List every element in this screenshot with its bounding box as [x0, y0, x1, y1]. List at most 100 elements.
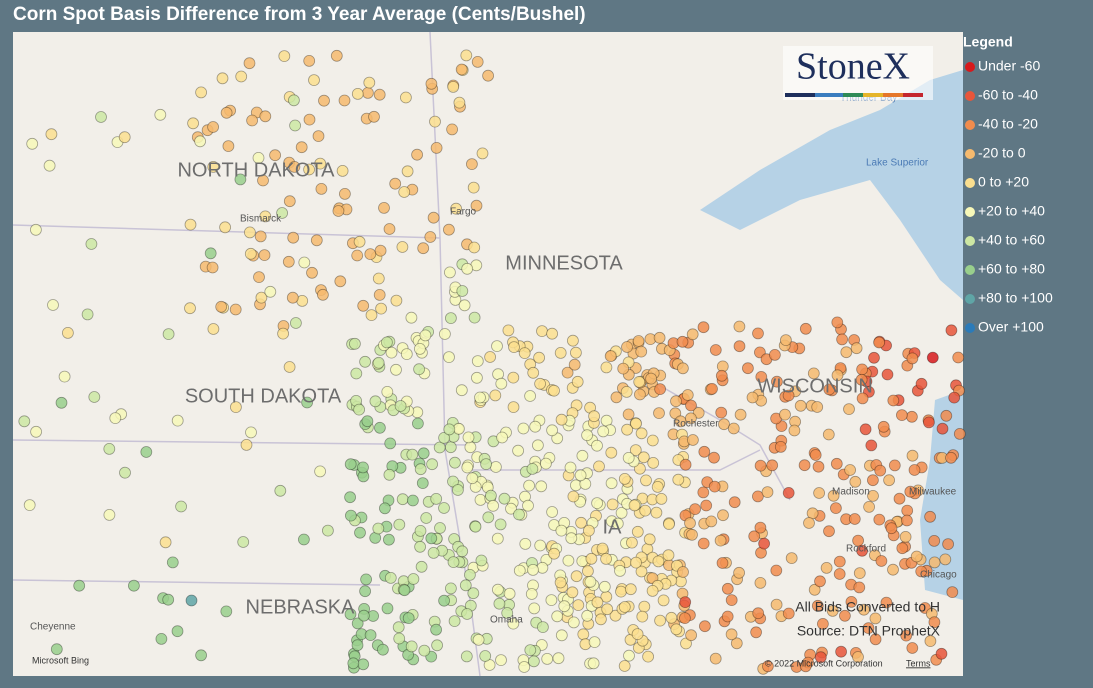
legend-label[interactable]: -40 to -20	[978, 116, 1038, 132]
bid-dot	[359, 585, 372, 598]
bid-dot	[906, 642, 919, 654]
bid-dot	[546, 424, 558, 437]
legend-label[interactable]: +60 to +80	[978, 261, 1045, 277]
bid-dot	[482, 69, 495, 82]
bid-dot	[513, 508, 525, 521]
bid-dot	[566, 586, 579, 599]
legend: Under -60 -60 to -40 -40 to -20 -20 to 0 0 t…	[965, 58, 1053, 335]
bid-dot	[689, 503, 701, 516]
bid-dot	[631, 628, 644, 640]
bid-dot	[508, 341, 520, 354]
bid-dot	[699, 620, 711, 633]
bid-dot	[448, 615, 461, 627]
bid-dot	[567, 616, 580, 629]
bid-dot	[447, 81, 460, 93]
bid-dot	[856, 544, 868, 557]
bid-dot	[364, 248, 377, 261]
legend-label[interactable]: 0 to +20	[978, 174, 1029, 190]
terms-link[interactable]: Terms	[906, 658, 931, 668]
bid-dot	[298, 256, 311, 269]
bid-dot	[684, 517, 696, 529]
bid-dot	[347, 657, 360, 670]
bid-dot	[109, 412, 122, 425]
legend-label[interactable]: Under -60	[978, 58, 1040, 74]
bid-dot	[413, 342, 426, 355]
bid-dot	[184, 218, 197, 231]
bid-dot	[591, 596, 604, 609]
place-label: Cheyenne	[30, 622, 76, 633]
bid-dot	[748, 530, 761, 543]
legend-label[interactable]: -60 to -40	[978, 87, 1038, 103]
bid-dot	[30, 223, 42, 236]
bid-dot	[461, 262, 474, 275]
bid-dot	[532, 439, 544, 452]
bid-dot	[359, 355, 372, 368]
bid-dot	[896, 542, 909, 555]
bid-dot	[577, 628, 590, 641]
bid-dot	[662, 549, 675, 562]
bid-dot	[855, 373, 868, 386]
bid-dot	[402, 612, 415, 624]
bid-dot	[415, 560, 428, 573]
bid-dot	[679, 458, 692, 471]
bid-dot	[545, 594, 558, 606]
bid-dot	[30, 425, 42, 438]
bid-dot	[823, 383, 836, 396]
bid-dot	[453, 96, 466, 109]
bid-dot	[670, 395, 682, 408]
bid-dot	[593, 460, 605, 473]
bid-dot	[685, 412, 697, 425]
bid-dot	[430, 623, 443, 636]
bid-dot	[376, 643, 389, 656]
bid-dot	[780, 334, 792, 347]
bid-dot	[537, 621, 549, 633]
legend-label[interactable]: -20 to 0	[978, 145, 1026, 161]
bid-dot	[18, 415, 31, 428]
bid-dot	[85, 238, 98, 250]
bid-dot	[782, 607, 795, 620]
bid-dot	[103, 442, 116, 455]
bid-dot	[393, 632, 406, 645]
bid-dot	[390, 363, 402, 376]
legend-label[interactable]: +80 to +100	[978, 290, 1053, 306]
bid-dot	[528, 655, 540, 668]
bid-dot	[438, 594, 451, 607]
bid-dot	[424, 231, 437, 243]
bid-dot	[635, 345, 648, 358]
legend-label[interactable]: Over +100	[978, 319, 1044, 335]
bid-dot	[447, 475, 459, 488]
bid-dot	[315, 182, 328, 195]
title: Corn Spot Basis Difference from 3 Year A…	[13, 4, 586, 25]
bid-dot	[351, 617, 364, 630]
bid-dot	[554, 346, 567, 359]
bid-dot	[880, 596, 893, 609]
bid-dot	[259, 110, 272, 123]
bid-dot	[253, 271, 265, 284]
bid-dot	[416, 477, 429, 490]
bid-dot	[378, 502, 391, 515]
bid-dot	[483, 659, 496, 671]
bid-dot	[455, 384, 468, 397]
bid-dot	[852, 651, 864, 663]
bid-dot	[939, 553, 952, 566]
bid-dot	[873, 513, 886, 526]
bid-dot	[470, 371, 483, 384]
bid-dot	[620, 385, 633, 398]
bid-dot	[350, 367, 363, 380]
bid-dot	[685, 399, 697, 412]
bid-dot	[215, 300, 228, 313]
bid-dot	[953, 427, 966, 440]
bid-dot	[430, 492, 443, 505]
bid-dot	[926, 351, 939, 364]
bid-dot	[770, 564, 783, 577]
legend-label[interactable]: +20 to +40	[978, 203, 1045, 219]
bid-dot	[948, 391, 961, 404]
bid-dot	[655, 492, 668, 505]
bid-dot	[444, 582, 457, 595]
bid-dot	[351, 249, 364, 262]
bid-dot	[546, 506, 558, 518]
place-label: Omaha	[490, 615, 523, 626]
annotation: All Bids Converted to H	[795, 599, 940, 615]
legend-title: Legend	[963, 34, 1013, 50]
legend-label[interactable]: +40 to +60	[978, 232, 1045, 248]
